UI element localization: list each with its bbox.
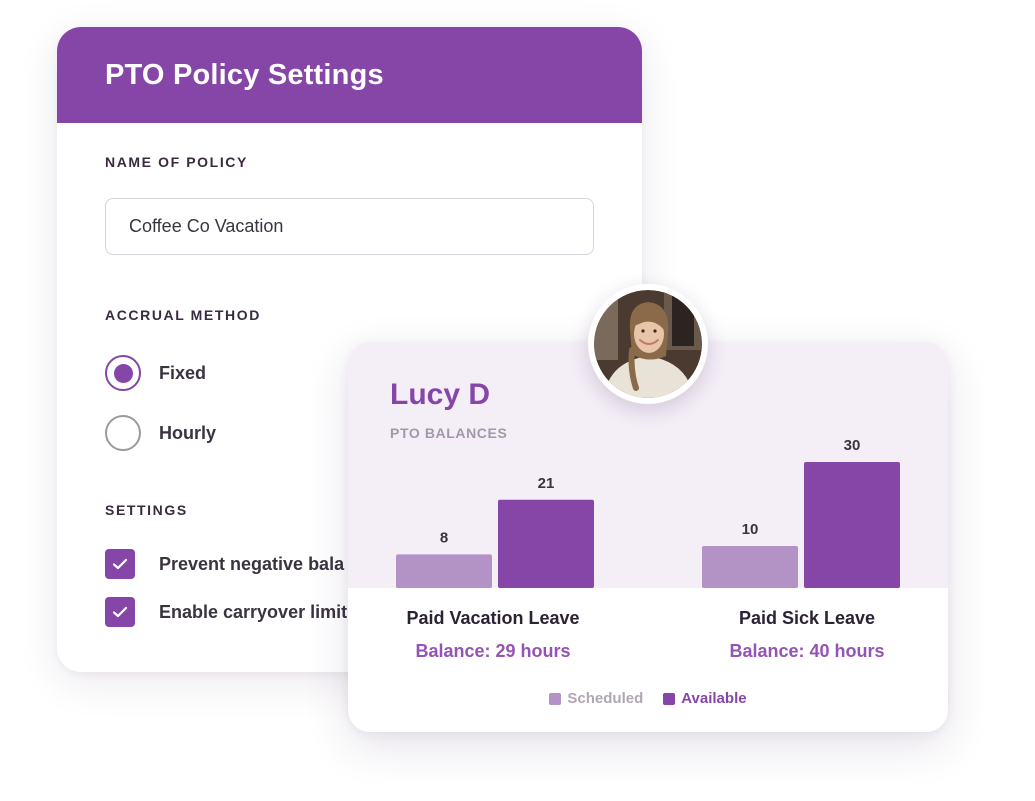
checkbox-prevent-negative[interactable] [105, 549, 135, 579]
policy-name-input[interactable] [105, 198, 594, 255]
pto-balances-label: PTO BALANCES [390, 425, 508, 441]
name-of-policy-label: NAME OF POLICY [105, 154, 248, 170]
category-balance: Balance: 40 hours [729, 641, 885, 661]
legend-label: Scheduled [567, 690, 644, 707]
employee-name: Lucy D [390, 378, 491, 411]
radio-button-fixed[interactable] [105, 355, 141, 391]
bar-scheduled-1 [396, 554, 492, 588]
page-title: PTO Policy Settings [105, 59, 384, 91]
settings-label: SETTINGS [105, 502, 188, 518]
policy-header: PTO Policy Settings [57, 27, 642, 123]
accrual-option-fixed[interactable]: Fixed [105, 355, 206, 391]
avatar [588, 284, 708, 404]
category-summary-vacation: Paid Vacation Leave Balance: 29 hours [348, 608, 638, 662]
setting-prevent-negative-balance[interactable]: Prevent negative bala [105, 549, 344, 579]
checkbox-enable-carryover[interactable] [105, 597, 135, 627]
avatar-photo [594, 290, 702, 398]
check-icon [112, 558, 128, 570]
accrual-option-hourly[interactable]: Hourly [105, 415, 216, 451]
bar-available-1 [498, 499, 594, 588]
category-name: Paid Vacation Leave [406, 608, 580, 628]
bar-value-label: 21 [538, 475, 555, 492]
legend-item-scheduled: Scheduled [549, 690, 643, 707]
category-name: Paid Sick Leave [738, 608, 876, 628]
bar-available-2 [804, 462, 900, 588]
accrual-method-label: ACCRUAL METHOD [105, 307, 261, 323]
check-icon [112, 606, 128, 618]
category-balance: Balance: 29 hours [415, 641, 571, 661]
bar-scheduled-2 [702, 546, 798, 588]
bar-value-label: 10 [742, 521, 759, 538]
setting-label: Enable carryover limit [159, 601, 348, 622]
radio-button-hourly[interactable] [105, 415, 141, 451]
legend-swatch-scheduled [549, 692, 562, 705]
legend-item-available: Available [663, 690, 747, 707]
pto-balance-chart: 8 21 10 30 [396, 437, 900, 588]
radio-selected-dot [113, 363, 133, 383]
chart-legend: Scheduled Available [348, 690, 948, 707]
legend-label: Available [681, 690, 747, 707]
setting-label: Prevent negative bala [159, 553, 345, 574]
accrual-option-label: Fixed [159, 362, 207, 383]
bar-value-label: 8 [440, 529, 448, 546]
legend-swatch-available [663, 692, 676, 705]
bar-value-label: 30 [844, 437, 861, 454]
setting-enable-carryover-limit[interactable]: Enable carryover limit [105, 597, 347, 627]
category-summary-sick: Paid Sick Leave Balance: 40 hours [662, 608, 948, 662]
accrual-option-label: Hourly [159, 422, 217, 443]
